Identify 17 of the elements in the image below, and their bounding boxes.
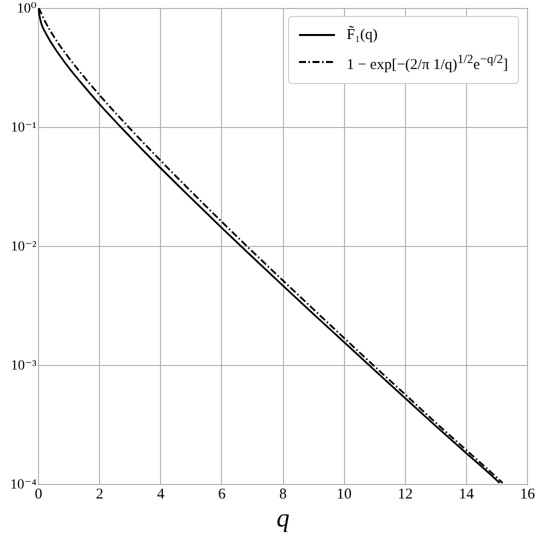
x-axis-title: q [276, 504, 290, 532]
y-tick-label: 10⁰ [16, 2, 37, 16]
x-tick-label: 2 [96, 486, 104, 502]
x-tick-label: 16 [520, 486, 536, 502]
legend-label: 1 − exp[−(2/π 1/q)$^{1/2}$e$^{−q/2}$] [346, 51, 508, 75]
x-tick-label: 0 [34, 486, 42, 502]
x-tick-label: 12 [398, 486, 413, 502]
x-tick-label: 14 [458, 486, 474, 502]
x-tick-label: 8 [279, 486, 287, 502]
y-tick-label: 10⁻² [10, 240, 36, 254]
y-tick-label: 10⁻⁴ [10, 478, 37, 492]
x-tick-label: 10 [336, 486, 352, 502]
legend-label: F̃₁(q) [346, 24, 378, 45]
x-tick-label: 4 [157, 486, 165, 502]
y-tick-label: 10⁻³ [10, 358, 36, 374]
x-tick-label: 6 [218, 486, 226, 502]
y-tick-label: 10⁻¹ [10, 120, 36, 136]
